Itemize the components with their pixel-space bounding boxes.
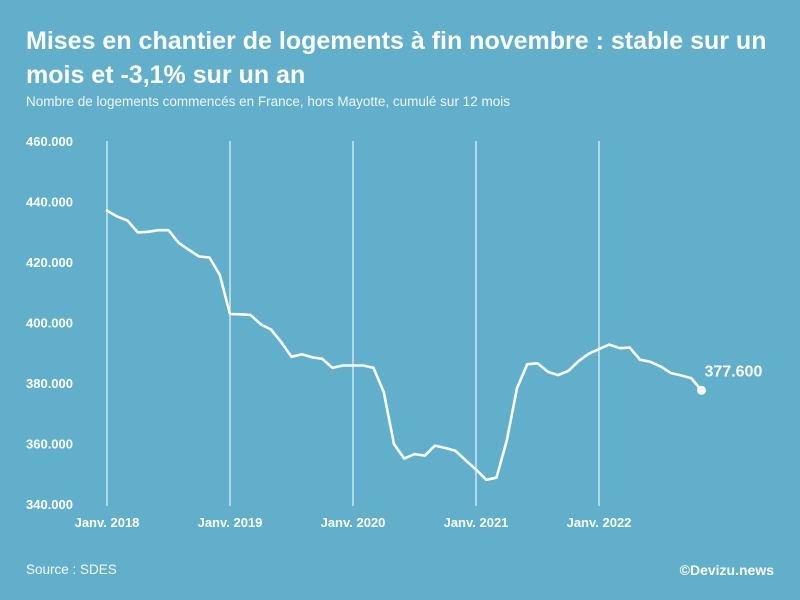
chart-title: Mises en chantier de logements à fin nov… bbox=[26, 27, 767, 89]
y-tick-label: 400.000 bbox=[26, 316, 73, 331]
series-group: 377.600 bbox=[105, 209, 763, 482]
y-tick-label: 340.000 bbox=[26, 497, 73, 512]
y-tick-label: 440.000 bbox=[26, 195, 73, 210]
x-tick-label: Janv. 2021 bbox=[444, 515, 509, 530]
x-axis: Janv. 2018 Janv. 2019 Janv. 2020 Janv. 2021… bbox=[75, 515, 632, 530]
source-note: Source : SDES bbox=[26, 562, 117, 577]
y-tick-label: 460.000 bbox=[26, 134, 73, 149]
x-tick-label: Janv. 2019 bbox=[198, 515, 263, 530]
y-tick-label: 360.000 bbox=[26, 437, 73, 452]
last-point-marker bbox=[697, 385, 706, 395]
last-value-label: 377.600 bbox=[705, 363, 763, 380]
y-tick-label: 380.000 bbox=[26, 376, 73, 391]
x-tick-label: Janv. 2022 bbox=[567, 515, 632, 530]
series-line bbox=[105, 209, 703, 482]
x-tick-label: Janv. 2018 bbox=[75, 515, 140, 530]
chart-subtitle: Nombre de logements commencés en France,… bbox=[26, 94, 510, 109]
credit-note: ©Devizu.news bbox=[679, 562, 774, 578]
y-tick-label: 420.000 bbox=[26, 255, 73, 270]
y-axis: 340.000 360.000 380.000 400.000 420.000 440.0… bbox=[26, 134, 73, 512]
x-gridlines bbox=[106, 141, 600, 506]
x-tick-label: Janv. 2020 bbox=[321, 515, 386, 530]
